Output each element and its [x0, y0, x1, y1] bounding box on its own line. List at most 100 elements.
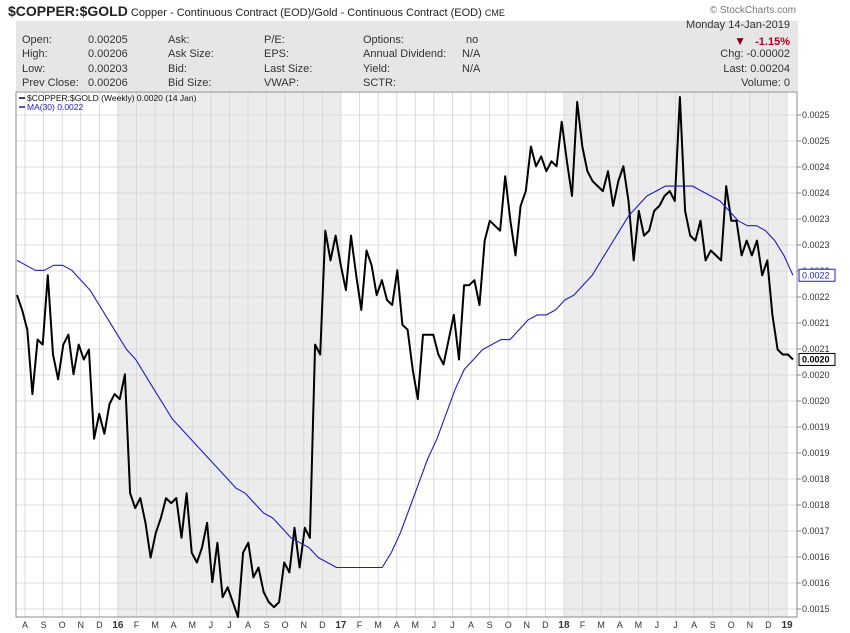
- y-tick-label: 0.0023: [802, 240, 830, 250]
- x-tick-label: O: [728, 620, 735, 630]
- exchange-label: CME: [484, 8, 505, 18]
- legend-item: MA(30) 0.0022: [19, 102, 83, 112]
- x-tick-label: A: [394, 620, 400, 630]
- x-tick-label: J: [673, 620, 678, 630]
- y-tick-label: 0.0021: [802, 344, 830, 354]
- high-label: High:: [22, 48, 48, 60]
- last-value-box: [798, 352, 836, 366]
- dividend-value: N/A: [462, 48, 481, 60]
- watermark: © StockCharts.com: [709, 5, 796, 16]
- x-tick-label: J: [209, 620, 214, 630]
- x-tick-label: O: [282, 620, 289, 630]
- last-value-box: [798, 268, 836, 282]
- x-tick-label: N: [524, 620, 531, 630]
- x-tick-label: 16: [112, 620, 124, 631]
- x-tick-label: A: [245, 620, 251, 630]
- ask-label: Ask:: [168, 34, 190, 46]
- last-value: Last: 0.00204: [723, 63, 790, 75]
- x-tick-label: M: [597, 620, 605, 630]
- legend-label: $COPPER:$GOLD (Weekly) 0.0020 (14 Jan): [27, 93, 197, 103]
- x-tick-label: O: [505, 620, 512, 630]
- x-tick-label: N: [78, 620, 85, 630]
- x-tick-label: J: [450, 620, 455, 630]
- x-tick-label: A: [617, 620, 623, 630]
- change-percent: -1.15%: [755, 36, 790, 48]
- x-tick-label: N: [747, 620, 754, 630]
- eps-label: EPS:: [264, 48, 290, 60]
- x-tick-label: A: [468, 620, 474, 630]
- y-tick-label: 0.0020: [802, 396, 830, 406]
- y-tick-label: 0.0016: [802, 552, 830, 562]
- x-tick-label: M: [374, 620, 382, 630]
- bid-label: Bid:: [168, 63, 187, 75]
- last-value-label: 0.0020: [802, 354, 830, 364]
- change-indicator: ▼ -1.15%: [734, 34, 790, 48]
- y-tick-label: 0.0025: [802, 110, 830, 120]
- quote-panel: Open: 0.00205 High: 0.00206 Low: 0.00203…: [16, 19, 798, 91]
- change-value: Chg: -0.00002: [720, 48, 790, 60]
- symbol-label: $COPPER:$GOLD: [8, 3, 128, 19]
- y-tick-label: 0.0018: [802, 500, 830, 510]
- y-tick-label: 0.0020: [802, 370, 830, 380]
- y-tick-label: 0.0017: [802, 526, 830, 536]
- open-label: Open:: [22, 34, 52, 46]
- prev-close-label: Prev Close:: [22, 77, 79, 89]
- open-value: 0.00205: [88, 34, 128, 46]
- x-tick-label: A: [171, 620, 177, 630]
- dividend-label: Annual Dividend:: [363, 48, 447, 60]
- x-tick-label: M: [151, 620, 159, 630]
- low-value: 0.00203: [88, 63, 128, 75]
- x-tick-label: D: [96, 620, 103, 630]
- x-tick-label: 18: [558, 620, 570, 631]
- x-tick-label: J: [655, 620, 660, 630]
- last-size-label: Last Size:: [264, 63, 313, 75]
- yield-label: Yield:: [363, 63, 391, 75]
- y-tick-label: 0.0024: [802, 162, 830, 172]
- x-tick-label: 19: [781, 620, 793, 631]
- legend-item: $COPPER:$GOLD (Weekly) 0.0020 (14 Jan): [19, 93, 197, 103]
- x-tick-label: O: [59, 620, 66, 630]
- x-tick-label: F: [357, 620, 363, 630]
- x-tick-label: F: [134, 620, 140, 630]
- y-tick-label: 0.0025: [802, 136, 830, 146]
- ask-size-label: Ask Size:: [168, 48, 214, 60]
- bid-size-label: Bid Size:: [168, 77, 212, 89]
- y-tick-label: 0.0019: [802, 422, 830, 432]
- legend-label: MA(30) 0.0022: [27, 102, 83, 112]
- vwap-label: VWAP:: [264, 77, 300, 89]
- plot-border: [15, 91, 798, 618]
- pe-label: P/E:: [264, 34, 285, 46]
- x-tick-label: D: [319, 620, 326, 630]
- last-value-label: 0.0022: [802, 270, 830, 280]
- y-tick-label: 0.0016: [802, 578, 830, 588]
- x-tick-label: M: [412, 620, 420, 630]
- x-tick-label: S: [710, 620, 716, 630]
- x-tick-label: S: [487, 620, 493, 630]
- x-tick-label: S: [41, 620, 47, 630]
- yield-value: N/A: [462, 63, 481, 75]
- y-tick-label: 0.0019: [802, 448, 830, 458]
- x-tick-label: A: [691, 620, 697, 630]
- volume-value: Volume: 0: [741, 77, 790, 89]
- x-tick-label: A: [22, 620, 28, 630]
- x-tick-label: J: [227, 620, 232, 630]
- y-tick-label: 0.0023: [802, 214, 830, 224]
- x-tick-label: 17: [335, 620, 347, 631]
- quote-date: Monday 14-Jan-2019: [686, 19, 790, 31]
- x-tick-label: F: [580, 620, 586, 630]
- low-label: Low:: [22, 63, 46, 75]
- x-tick-label: N: [301, 620, 308, 630]
- symbol-description: Copper - Continuous Contract (EOD)/Gold …: [130, 7, 482, 19]
- y-tick-label: 0.0024: [802, 188, 830, 198]
- x-tick-label: J: [432, 620, 437, 630]
- x-tick-label: D: [765, 620, 772, 630]
- ma30-line: [16, 185, 794, 569]
- x-tick-label: D: [542, 620, 549, 630]
- y-tick-label: 0.0018: [802, 474, 830, 484]
- prev-close-value: 0.00206: [88, 77, 128, 89]
- options-value: no: [466, 34, 479, 46]
- options-label: Options:: [363, 34, 404, 46]
- x-tick-label: S: [264, 620, 270, 630]
- chart-title: $COPPER:$GOLD Copper - Continuous Contra…: [8, 3, 505, 19]
